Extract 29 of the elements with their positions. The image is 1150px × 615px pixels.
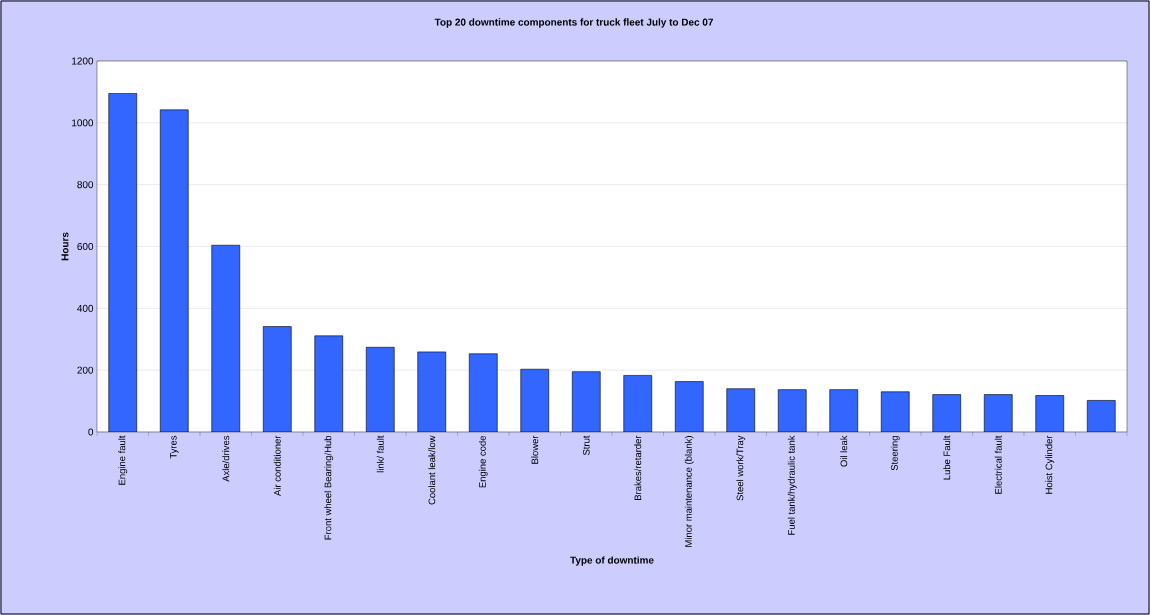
y-tick-label: 600 <box>77 242 94 251</box>
x-tick-label: Hoist Cylinder <box>1045 435 1055 494</box>
x-tick-label: Steel work/Tray <box>736 435 746 501</box>
x-tick-label: Engine fault <box>118 435 128 485</box>
x-tick-label: Oil leak <box>840 435 848 467</box>
y-tick-label: 400 <box>77 304 94 312</box>
x-tick-label: Front wheel Bearing/Hub <box>324 435 334 540</box>
y-tick-label: 800 <box>77 181 94 189</box>
y-tick-label: 0 <box>88 428 94 436</box>
x-tick-label: Axle/drives <box>222 435 230 482</box>
x-tick-label: Steering <box>890 436 900 471</box>
x-tick-label: Blower <box>531 435 539 464</box>
x-tick-label: Minor maintenance (blank) <box>684 436 694 547</box>
chart-title: Top 20 downtime components for truck fleet July to Dec 07 <box>434 18 713 28</box>
x-tick-label: Fuel tank/hydraulic tank <box>787 435 797 535</box>
y-tick-label: 1200 <box>72 57 94 65</box>
y-tick-label: 1000 <box>72 119 94 127</box>
x-axis-title: Type of downtime <box>570 556 654 566</box>
x-tick-label: Tyres <box>170 435 179 459</box>
x-tick-label: Air conditioner <box>273 435 281 496</box>
y-tick-label: 200 <box>77 366 94 374</box>
x-tick-label: Lube Fault <box>943 435 951 480</box>
x-tick-label: Engine code <box>478 435 488 488</box>
x-tick-label: link/ fault <box>376 435 384 473</box>
x-tick-label: Strut <box>582 435 590 456</box>
x-tick-label: Brakes/retarder <box>634 435 642 500</box>
x-tick-label: Coolant leak/low <box>428 435 436 505</box>
y-axis-title: Hours <box>61 232 69 261</box>
x-tick-label: Electrical fault <box>994 435 1002 494</box>
